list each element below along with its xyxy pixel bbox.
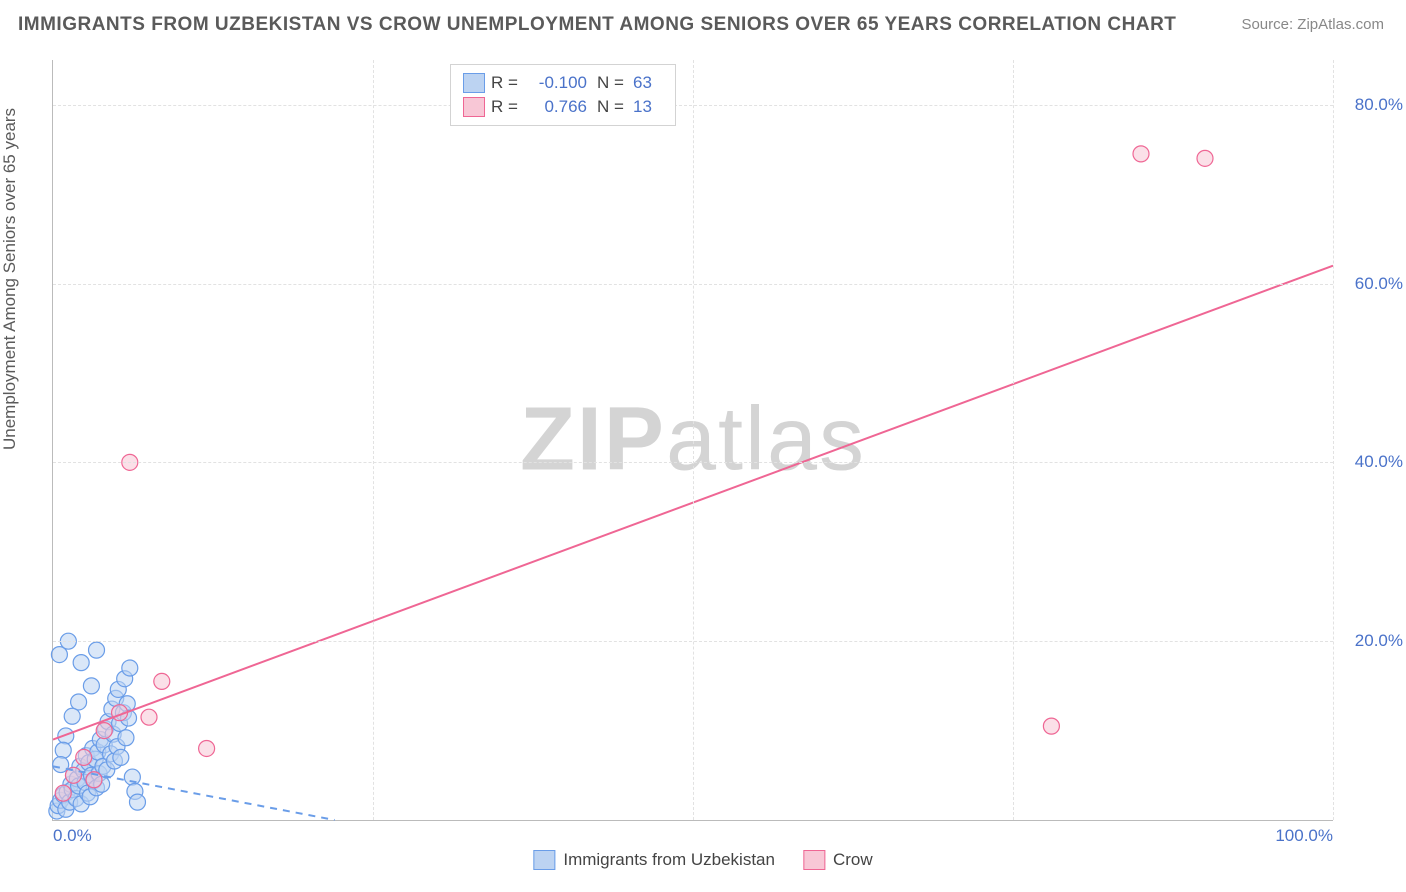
correlation-legend: R = -0.100 N = 63 R = 0.766 N = 13 bbox=[450, 64, 676, 126]
scatter-point bbox=[71, 694, 87, 710]
scatter-point bbox=[129, 794, 145, 810]
legend-label: Crow bbox=[833, 850, 873, 870]
legend-swatch-2 bbox=[463, 97, 485, 117]
scatter-point bbox=[113, 749, 129, 765]
legend-n-label-1: N = bbox=[597, 73, 627, 93]
y-tick-label: 40.0% bbox=[1343, 452, 1403, 472]
legend-n-value-1: 63 bbox=[633, 73, 663, 93]
gridline-v bbox=[373, 60, 374, 820]
scatter-point bbox=[96, 723, 112, 739]
y-tick-label: 80.0% bbox=[1343, 95, 1403, 115]
y-tick-label: 20.0% bbox=[1343, 631, 1403, 651]
scatter-point bbox=[141, 709, 157, 725]
scatter-point bbox=[64, 708, 80, 724]
gridline-v bbox=[1013, 60, 1014, 820]
y-axis-label: Unemployment Among Seniors over 65 years bbox=[0, 108, 20, 450]
gridline-v bbox=[1333, 60, 1334, 820]
legend-item: Immigrants from Uzbekistan bbox=[533, 850, 775, 870]
x-tick-label: 100.0% bbox=[1275, 826, 1333, 846]
legend-label: Immigrants from Uzbekistan bbox=[563, 850, 775, 870]
scatter-point bbox=[154, 673, 170, 689]
legend-swatch bbox=[803, 850, 825, 870]
plot-area: ZIPatlas 20.0%40.0%60.0%80.0%0.0%100.0% bbox=[52, 60, 1333, 821]
scatter-point bbox=[122, 660, 138, 676]
source-label: Source: ZipAtlas.com bbox=[1241, 16, 1384, 33]
scatter-point bbox=[1043, 718, 1059, 734]
scatter-point bbox=[83, 678, 99, 694]
scatter-point bbox=[118, 730, 134, 746]
legend-swatch bbox=[533, 850, 555, 870]
series-legend: Immigrants from Uzbekistan Crow bbox=[533, 850, 872, 870]
legend-r-label-1: R = bbox=[491, 73, 521, 93]
scatter-point bbox=[53, 757, 69, 773]
scatter-point bbox=[73, 655, 89, 671]
scatter-point bbox=[1133, 146, 1149, 162]
legend-r-value-1: -0.100 bbox=[527, 73, 587, 93]
legend-item: Crow bbox=[803, 850, 873, 870]
scatter-point bbox=[124, 769, 140, 785]
legend-n-label-2: N = bbox=[597, 97, 627, 117]
scatter-point bbox=[199, 740, 215, 756]
x-tick-label: 0.0% bbox=[53, 826, 92, 846]
chart-title: IMMIGRANTS FROM UZBEKISTAN VS CROW UNEMP… bbox=[18, 14, 1176, 36]
legend-swatch-1 bbox=[463, 73, 485, 93]
scatter-point bbox=[55, 785, 71, 801]
scatter-point bbox=[1197, 150, 1213, 166]
legend-row-series-1: R = -0.100 N = 63 bbox=[463, 71, 663, 95]
legend-n-value-2: 13 bbox=[633, 97, 663, 117]
scatter-point bbox=[89, 642, 105, 658]
legend-r-value-2: 0.766 bbox=[527, 97, 587, 117]
scatter-point bbox=[76, 749, 92, 765]
scatter-point bbox=[55, 742, 71, 758]
legend-row-series-2: R = 0.766 N = 13 bbox=[463, 95, 663, 119]
gridline-v bbox=[693, 60, 694, 820]
y-tick-label: 60.0% bbox=[1343, 274, 1403, 294]
legend-r-label-2: R = bbox=[491, 97, 521, 117]
